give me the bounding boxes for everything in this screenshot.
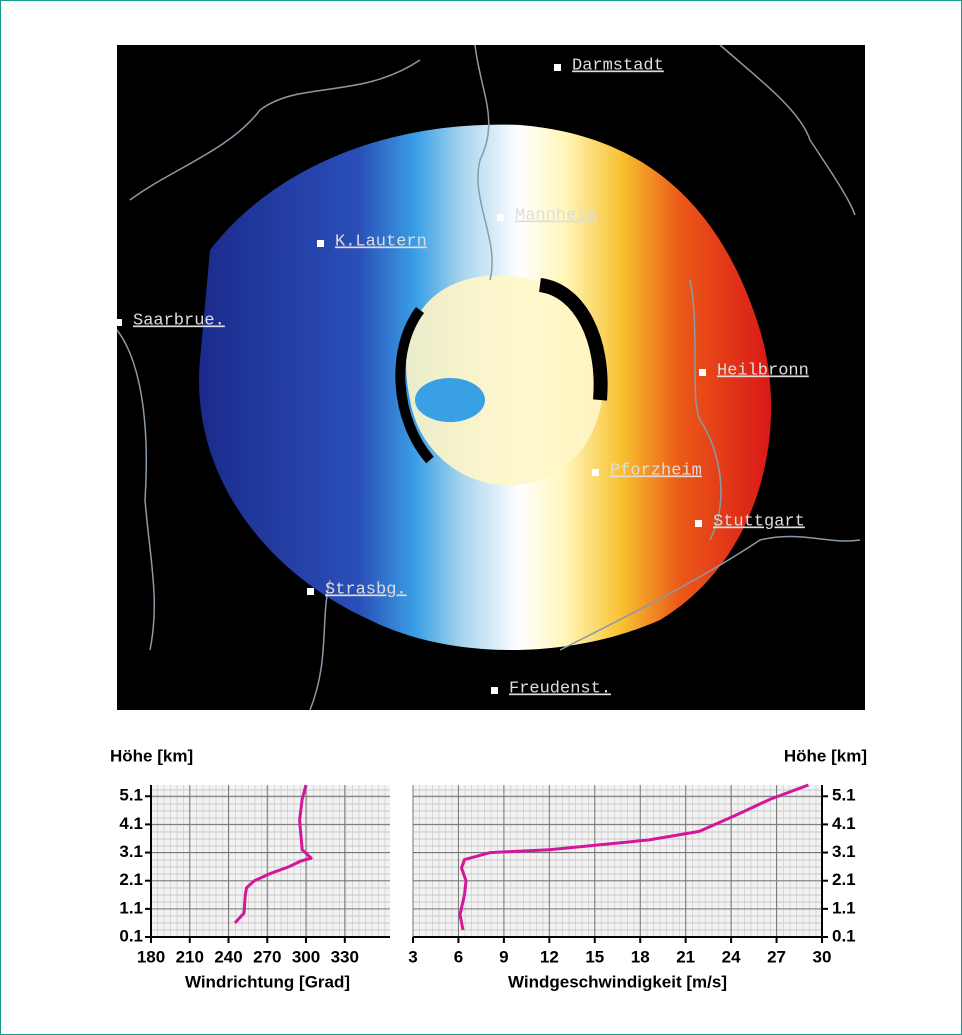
town-marker	[317, 240, 324, 247]
town-marker	[554, 64, 561, 71]
x-tick-label: 30	[813, 947, 832, 966]
town-marker	[592, 469, 599, 476]
x-tick-label: 240	[214, 947, 242, 966]
town-label: Darmstadt	[572, 56, 664, 75]
x-tick-label: 27	[767, 947, 786, 966]
y-tick-label: 4.1	[119, 814, 143, 833]
plot-area	[413, 785, 822, 937]
town-label: Strasbg.	[325, 580, 407, 599]
x-tick-label: 270	[253, 947, 281, 966]
radar-patch	[415, 378, 485, 422]
town-label: Mannheim	[515, 206, 597, 225]
town-marker	[115, 319, 122, 326]
x-tick-label: 9	[499, 947, 508, 966]
y-tick-label: 1.1	[832, 898, 856, 917]
figure: Darmstadt Mannheim K.Lautern Saarbrue. Heilb…	[0, 0, 962, 1035]
y-tick-label: 3.1	[832, 842, 856, 861]
x-tick-label: 330	[331, 947, 359, 966]
x-tick-label: 12	[540, 947, 559, 966]
x-tick-label: 18	[631, 947, 650, 966]
x-tick-label: 180	[137, 947, 165, 966]
x-tick-label: 210	[176, 947, 204, 966]
x-tick-label: 6	[454, 947, 463, 966]
y-axis-title: Höhe [km]	[110, 746, 193, 765]
y-tick-label: 3.1	[119, 842, 143, 861]
town-label: K.Lautern	[335, 232, 427, 251]
town-label: Stuttgart	[713, 512, 805, 531]
x-tick-label: 3	[408, 947, 417, 966]
town-marker	[699, 369, 706, 376]
y-tick-label: 2.1	[832, 870, 856, 889]
x-tick-label: 300	[292, 947, 320, 966]
x-tick-label: 21	[676, 947, 695, 966]
town-label: Heilbronn	[717, 361, 809, 380]
y-tick-label: 5.1	[832, 786, 856, 805]
town-marker	[695, 520, 702, 527]
town-marker	[307, 588, 314, 595]
y-tick-label: 0.1	[119, 926, 143, 945]
plot-area	[151, 785, 390, 937]
town-label: Freudenst.	[509, 679, 611, 698]
y-axis-title: Höhe [km]	[784, 746, 867, 765]
town-marker	[497, 214, 504, 221]
x-tick-label: 15	[585, 947, 604, 966]
y-tick-label: 5.1	[119, 786, 143, 805]
x-axis-title: Windgeschwindigkeit [m/s]	[508, 972, 727, 991]
y-tick-label: 2.1	[119, 870, 143, 889]
y-tick-label: 0.1	[832, 926, 856, 945]
town-label: Saarbrue.	[133, 311, 225, 330]
x-tick-label: 24	[722, 947, 741, 966]
town-marker	[491, 687, 498, 694]
y-tick-label: 1.1	[119, 898, 143, 917]
town-label: Pforzheim	[610, 461, 702, 480]
y-tick-label: 4.1	[832, 814, 856, 833]
x-axis-title: Windrichtung [Grad]	[185, 972, 350, 991]
